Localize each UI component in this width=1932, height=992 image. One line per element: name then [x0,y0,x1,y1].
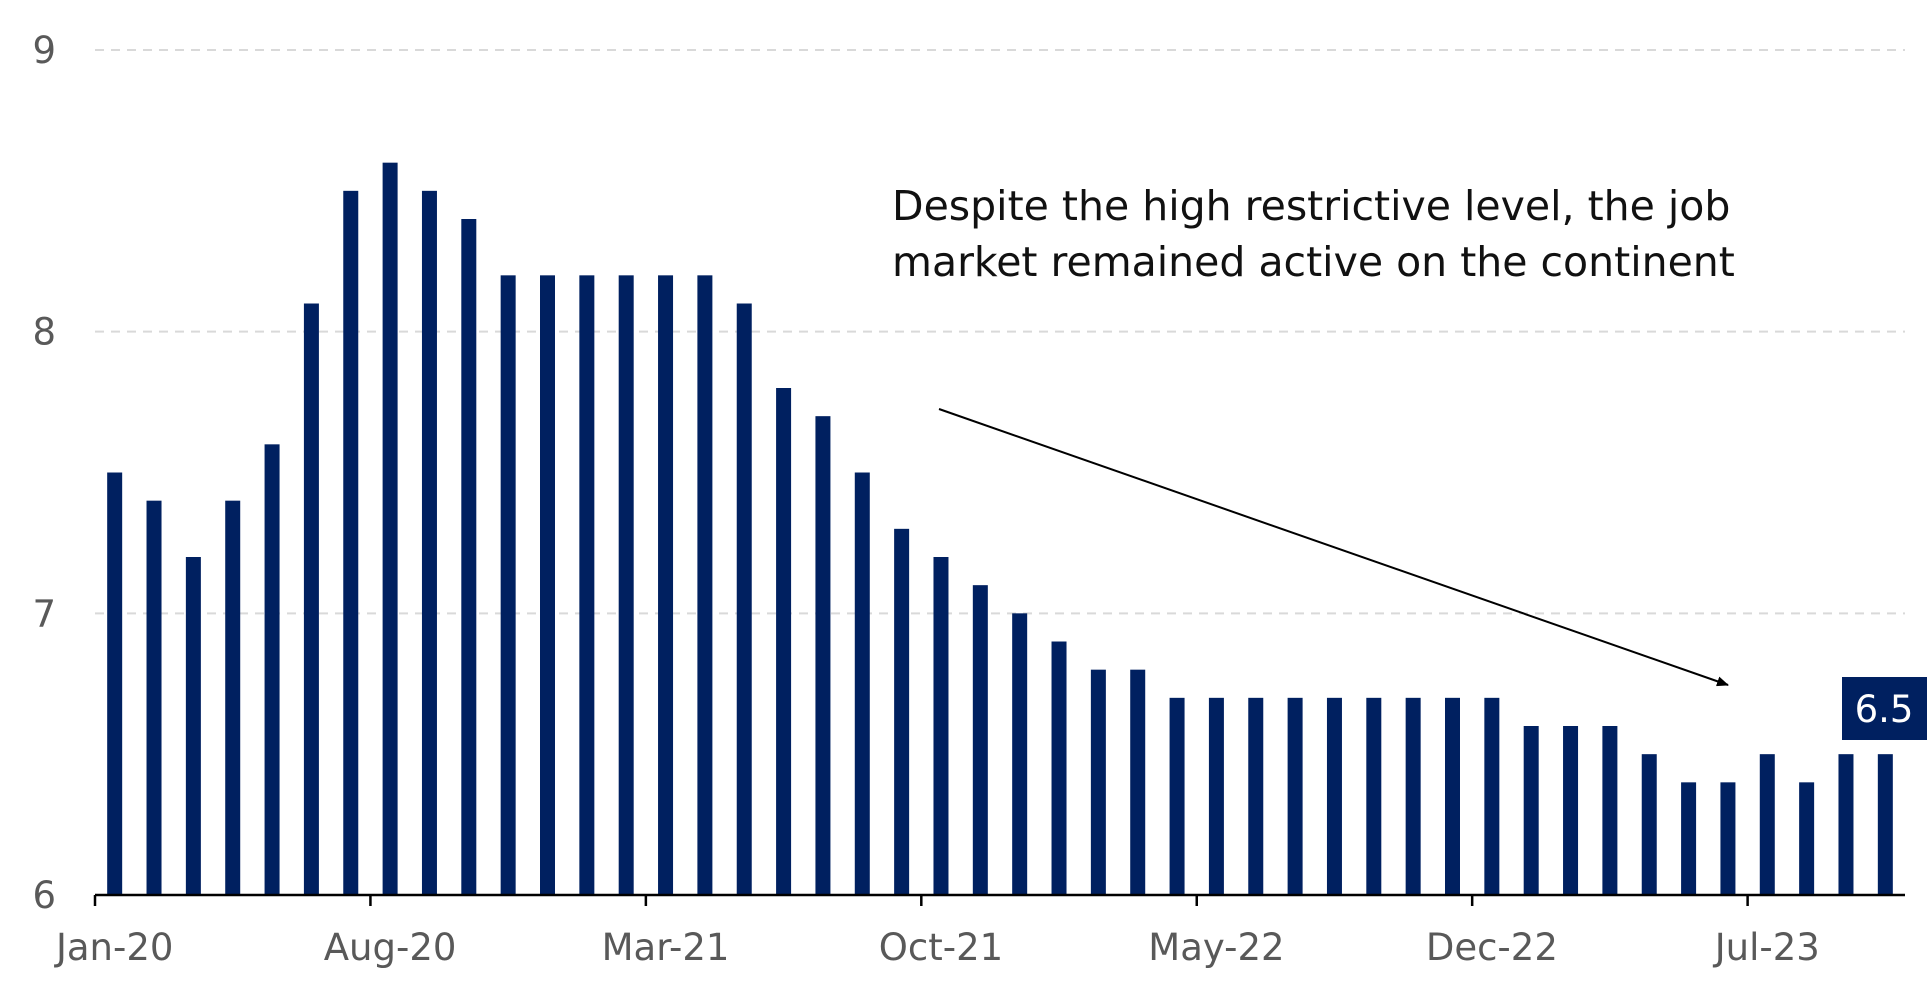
bar [1838,754,1854,895]
bar [1484,697,1500,895]
x-tick-label: Mar-21 [602,926,730,969]
x-tick-label: May-22 [1148,926,1284,969]
bar [185,557,201,895]
bar [1877,754,1893,895]
annotation-line-1: Despite the high restrictive level, the … [892,182,1730,230]
last-value-label: 6.5 [1855,688,1914,731]
bar [540,275,555,895]
bar [461,219,477,895]
bar [579,275,595,895]
bar [1405,697,1421,895]
annotation-text: Despite the high restrictive level, the … [892,182,1743,286]
bar [1563,726,1579,895]
bar [1759,754,1775,895]
annotation-line-2: market remained active on the continent [892,238,1735,286]
bar [1523,726,1539,895]
x-tick-label: Aug-20 [324,926,457,969]
bar [1602,726,1618,895]
bar [815,416,831,895]
bar [972,585,988,895]
bar [1012,613,1028,895]
bar [225,500,241,895]
bar [1130,669,1146,895]
bar [933,557,949,895]
x-tick-label: Dec-22 [1426,926,1558,969]
bar [303,303,319,895]
bar [736,303,752,895]
y-tick-label: 7 [32,592,56,635]
bar [1445,697,1460,895]
bar [146,500,162,895]
bar [894,528,910,895]
bar [264,444,280,895]
y-tick-label: 6 [32,874,56,917]
last-value-callout: 6.5 [1842,677,1927,740]
bar [1287,697,1303,895]
bar [1366,697,1382,895]
trend-arrow [938,408,1729,687]
bar [1720,782,1736,895]
x-axis-tick-labels: Jan-20 Aug-20 Mar-21 Oct-21 May-22 Dec-22 Jul-… [54,926,1820,969]
bars [107,162,1893,896]
gridlines [95,49,1905,615]
x-tick-label: Oct-21 [879,926,1003,969]
bar [1641,754,1657,895]
bar [854,472,870,895]
bar [500,275,516,895]
y-tick-label: 8 [32,311,56,354]
bar [697,275,713,895]
bar [343,190,359,896]
bar [1208,697,1224,895]
bar [107,472,123,895]
bar [1169,697,1185,895]
y-axis-tick-labels: 6 7 8 9 [32,29,56,917]
bar [1051,641,1067,895]
x-axis [93,893,1905,906]
bar [618,275,634,895]
bar [658,275,674,895]
bar [1090,669,1106,895]
bar [421,190,437,896]
bar [1326,697,1342,895]
bar [1799,782,1815,895]
bar [382,162,398,895]
bar [776,388,792,895]
bar [1248,697,1264,895]
last-value-callout-box [1842,677,1927,740]
bar [1681,782,1697,895]
x-tick-label: Jul-23 [1713,926,1820,969]
y-tick-label: 9 [32,29,56,72]
x-tick-label: Jan-20 [54,926,173,969]
